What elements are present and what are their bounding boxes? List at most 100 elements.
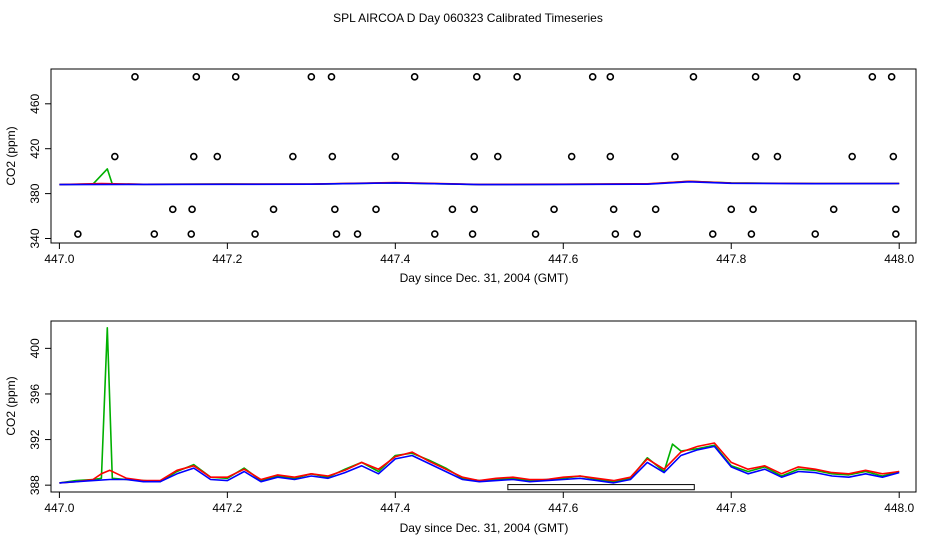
series-line-green: [59, 326, 900, 484]
x-tick-label: 447.2: [212, 252, 242, 266]
calibration-point: [892, 230, 900, 238]
bottom-panel: 447.0 447.2 447.4 447.6 447.8 448.0 388 392 396…: [4, 320, 917, 535]
calibration-point: [887, 73, 896, 81]
y-tick-label: 388: [28, 475, 42, 495]
calibration-point: [468, 230, 477, 238]
calibration-point: [111, 152, 119, 161]
calibration-point: [189, 152, 198, 161]
x-tick-label: 447.4: [380, 252, 410, 266]
y-tick-label: 420: [28, 138, 42, 158]
y-tick-label: 380: [28, 183, 42, 203]
calibration-point: [751, 73, 760, 81]
calibration-point: [567, 152, 576, 161]
x-tick-label: 447.2: [212, 501, 242, 515]
calibration-point: [792, 73, 801, 81]
calibration-point: [331, 205, 339, 214]
series-line-red: [59, 442, 900, 484]
calibration-point: [609, 205, 618, 214]
y-tick-label: 400: [28, 338, 42, 358]
calibration-point: [550, 205, 558, 214]
calibration-point: [811, 230, 820, 238]
y-tick-label: 392: [28, 429, 42, 449]
x-tick-label: 447.8: [716, 501, 746, 515]
top-plot-frame: [50, 68, 917, 244]
calibration-point: [513, 73, 521, 81]
top-y-ticks: 340 380 420 460: [28, 93, 51, 249]
calibration-point: [188, 205, 196, 214]
calibration-point: [470, 152, 479, 161]
series-line-blue: [59, 445, 900, 484]
calibration-point: [307, 73, 316, 81]
calibration-point: [651, 205, 660, 214]
bottom-x-axis-label: Day since Dec. 31, 2004 (GMT): [400, 521, 569, 535]
x-tick-label: 447.6: [548, 252, 578, 266]
calibration-point: [231, 73, 240, 81]
calibration-point: [332, 230, 341, 238]
calibration-point: [372, 205, 380, 214]
calibration-point: [74, 230, 82, 238]
calibration-point: [829, 205, 838, 214]
calibration-point: [251, 230, 259, 238]
series-line-blue: [59, 181, 900, 186]
calibration-point: [192, 73, 201, 81]
calibration-point: [269, 205, 278, 214]
y-tick-label: 340: [28, 228, 42, 248]
calibration-point: [749, 205, 757, 214]
calibration-point: [493, 152, 502, 161]
calibration-point: [747, 230, 756, 238]
calibration-point: [328, 152, 337, 161]
figure-title: SPL AIRCOA D Day 060323 Calibrated Times…: [333, 11, 603, 25]
calibration-point: [213, 152, 222, 161]
calibration-point: [353, 230, 362, 238]
top-calibration-points: [74, 73, 900, 238]
calibration-point: [410, 73, 419, 81]
calibration-point: [187, 230, 196, 238]
calibration-point: [868, 73, 877, 81]
calibration-point: [773, 152, 782, 161]
x-tick-label: 447.4: [380, 501, 410, 515]
bottom-y-ticks: 388 392 396 400: [28, 338, 51, 495]
calibration-point: [131, 73, 139, 81]
top-panel: 447.0 447.2 447.4 447.6 447.8 448.0 340 380 420…: [4, 68, 917, 285]
calibration-point: [708, 230, 717, 238]
calibration-point: [588, 73, 597, 81]
calibration-point: [472, 73, 481, 81]
bottom-plot-frame: [50, 320, 917, 493]
calibration-point: [531, 230, 540, 238]
x-tick-label: 447.8: [716, 252, 746, 266]
bottom-y-axis-label: CO2 (ppm): [4, 376, 18, 435]
y-tick-label: 396: [28, 384, 42, 404]
x-tick-label: 448.0: [884, 501, 914, 515]
calibration-point: [892, 205, 900, 214]
bottom-series-lines: [59, 326, 900, 484]
calibration-point: [611, 230, 620, 238]
calibration-point: [848, 152, 856, 161]
calibration-point: [391, 152, 400, 161]
calibration-point: [448, 205, 457, 214]
calibration-point: [606, 152, 615, 161]
baseline-box: [507, 484, 695, 491]
calibration-point: [327, 73, 336, 81]
calibration-point: [150, 230, 159, 238]
y-tick-label: 460: [28, 93, 42, 113]
x-tick-label: 447.0: [44, 252, 74, 266]
top-x-axis-label: Day since Dec. 31, 2004 (GMT): [400, 271, 569, 285]
calibration-point: [889, 152, 898, 161]
calibration-point: [430, 230, 439, 238]
x-tick-label: 447.0: [44, 501, 74, 515]
bottom-baseline-box: [507, 484, 695, 491]
calibration-point: [289, 152, 297, 161]
top-x-ticks: 447.0 447.2 447.4 447.6 447.8 448.0: [44, 243, 915, 266]
calibration-point: [751, 152, 760, 161]
top-series-lines: [59, 168, 900, 186]
bottom-x-ticks: 447.0 447.2 447.4 447.6 447.8 448.0: [44, 492, 915, 515]
calibration-point: [633, 230, 641, 238]
calibration-point: [727, 205, 736, 214]
calibration-point: [606, 73, 615, 81]
calibration-point: [671, 152, 679, 161]
calibration-point: [689, 73, 698, 81]
series-line-green: [59, 168, 900, 186]
top-y-axis-label: CO2 (ppm): [4, 126, 18, 185]
calibration-point: [470, 205, 479, 214]
